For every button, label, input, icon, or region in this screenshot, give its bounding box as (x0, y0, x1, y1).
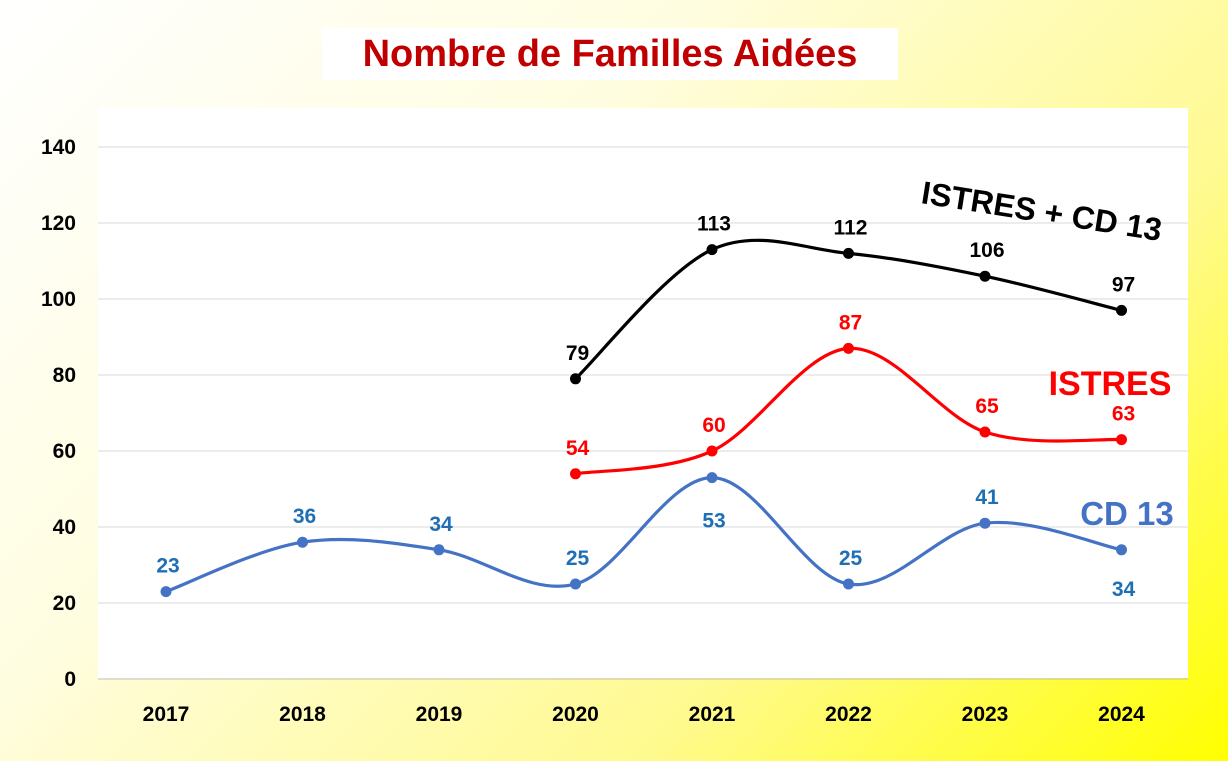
x-tick-label: 2018 (279, 703, 326, 726)
data-labels: 79 113 112 106 97 54 60 87 65 63 23 36 34 25 53 25 41 34 (156, 213, 1135, 601)
data-point (297, 536, 308, 548)
data-point (843, 247, 854, 259)
series-line-2 (165, 476, 1122, 594)
y-tick-label: 80 (53, 364, 76, 387)
data-point (706, 445, 718, 457)
data-label: 63 (1112, 403, 1135, 426)
data-label: 34 (1112, 578, 1136, 601)
data-point (843, 342, 854, 354)
data-point (706, 472, 718, 484)
data-label: 60 (702, 414, 725, 437)
series-label-2: CD 13 (1080, 495, 1174, 532)
data-point (1116, 544, 1127, 556)
x-tick-label: 2023 (962, 703, 1009, 726)
data-point (706, 244, 718, 256)
data-point (433, 544, 445, 556)
x-tick-label: 2024 (1098, 703, 1145, 726)
y-tick-label: 120 (41, 212, 76, 235)
data-point (570, 578, 581, 590)
plot-area (98, 108, 1188, 678)
y-tick-label: 0 (64, 668, 76, 691)
gridlines (98, 146, 1188, 680)
data-label: 41 (975, 486, 999, 509)
data-point (570, 468, 581, 480)
data-label: 65 (975, 395, 999, 418)
data-label: 25 (566, 547, 590, 570)
x-tick-label: 2019 (416, 703, 463, 726)
data-point (979, 270, 991, 282)
x-axis: 2017 2018 2019 2020 2021 2022 2023 2024 (143, 703, 1146, 726)
x-tick-label: 2022 (825, 703, 872, 726)
data-label: 25 (839, 547, 863, 570)
data-label: 97 (1112, 273, 1135, 296)
y-axis: 0 20 40 60 80 100 120 140 (41, 136, 76, 691)
x-tick-label: 2020 (552, 703, 599, 726)
y-tick-label: 100 (41, 288, 76, 311)
series-group (160, 238, 1127, 598)
data-label: 113 (697, 213, 731, 236)
data-point (1116, 304, 1127, 316)
x-tick-label: 2017 (143, 703, 190, 726)
y-tick-label: 20 (53, 592, 76, 615)
chart-title: Nombre de Familles Aidées (322, 28, 898, 80)
data-label: 34 (429, 513, 453, 536)
data-point (843, 578, 854, 590)
data-label: 106 (969, 239, 1004, 262)
data-label: 23 (156, 555, 179, 578)
data-label: 53 (702, 510, 725, 533)
y-tick-label: 60 (53, 440, 76, 463)
data-point (570, 373, 581, 385)
data-point (1116, 434, 1127, 446)
data-point (160, 586, 172, 598)
x-tick-label: 2021 (689, 703, 736, 726)
data-label: 87 (839, 311, 862, 334)
data-label: 36 (293, 505, 316, 528)
series-label-1: ISTRES (1049, 365, 1172, 403)
data-label: 79 (566, 342, 589, 365)
y-tick-label: 140 (41, 136, 76, 159)
data-label: 112 (834, 216, 868, 239)
data-point (979, 426, 991, 438)
y-tick-label: 40 (53, 516, 76, 539)
data-point (979, 517, 991, 529)
data-label: 54 (566, 437, 590, 460)
